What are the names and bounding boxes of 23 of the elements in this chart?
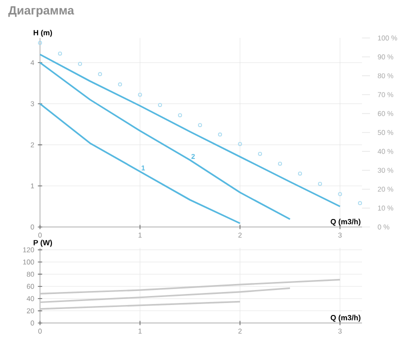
- line-series: [39, 287, 291, 304]
- point: [338, 192, 342, 196]
- point: [218, 132, 222, 137]
- point: [178, 113, 182, 118]
- point: [98, 72, 102, 76]
- point: [38, 40, 42, 45]
- chart-title: Диаграмма: [8, 6, 74, 17]
- point: [138, 92, 142, 97]
- point: [298, 172, 302, 176]
- point: [278, 162, 282, 166]
- point: [238, 142, 242, 146]
- point: [318, 182, 322, 186]
- point: [198, 123, 202, 128]
- line-series: [39, 54, 341, 208]
- point: [358, 201, 362, 206]
- line-series: [39, 278, 341, 295]
- point: [158, 102, 162, 107]
- point: [258, 152, 262, 156]
- line-series: [39, 62, 291, 220]
- point: [78, 62, 82, 66]
- point: [118, 82, 122, 86]
- point: [58, 52, 62, 56]
- line-series: [39, 102, 241, 224]
